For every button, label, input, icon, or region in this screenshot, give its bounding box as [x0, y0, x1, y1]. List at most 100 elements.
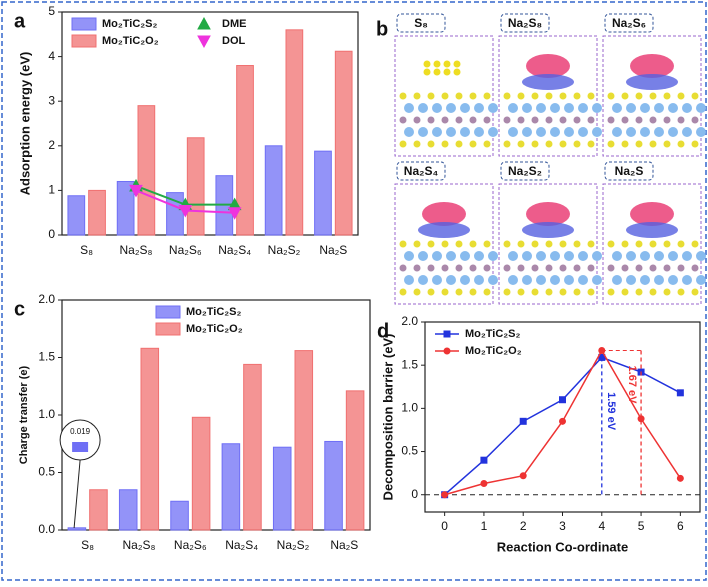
atom	[536, 251, 546, 261]
structure-label: Na₂S₄	[404, 164, 439, 178]
atom	[469, 92, 477, 100]
atom	[578, 103, 588, 113]
panel-letter: a	[14, 10, 26, 32]
atom	[621, 288, 629, 296]
atom	[404, 251, 414, 261]
atom	[626, 127, 636, 137]
legend-label: Mo₂TiC₂O₂	[465, 345, 522, 357]
bar	[170, 500, 189, 531]
atom	[649, 288, 657, 296]
atom	[404, 275, 414, 285]
x-tick-label: 6	[677, 519, 684, 533]
atom	[531, 288, 539, 296]
atom	[427, 264, 435, 272]
bar	[314, 150, 332, 236]
marker	[441, 491, 449, 499]
bar	[88, 189, 106, 236]
marker	[227, 207, 242, 220]
atom	[432, 251, 442, 261]
atom	[531, 92, 539, 100]
atom	[531, 140, 539, 148]
atom	[441, 264, 449, 272]
atom	[691, 288, 699, 296]
x-axis-title: Reaction Co-ordinate	[497, 539, 628, 554]
bar	[137, 105, 156, 236]
legend-swatch	[155, 322, 181, 336]
atom	[517, 288, 525, 296]
x-tick-label: 1	[481, 519, 488, 533]
atom	[607, 288, 615, 296]
atom	[564, 251, 574, 261]
atom	[469, 288, 477, 296]
atom	[587, 116, 595, 124]
atom	[587, 92, 595, 100]
atom	[455, 92, 463, 100]
atom	[460, 127, 470, 137]
atom	[427, 288, 435, 296]
atom	[654, 251, 664, 261]
marker	[519, 472, 527, 480]
atom	[696, 103, 706, 113]
marker	[129, 184, 143, 198]
x-tick-label: Na₂S₄	[225, 538, 258, 552]
atom	[649, 140, 657, 148]
atom	[573, 288, 581, 296]
atom	[474, 251, 484, 261]
structure-label: Na₂S₂	[508, 164, 542, 178]
atom	[626, 275, 636, 285]
legend-swatch	[71, 34, 97, 48]
atom	[635, 264, 643, 272]
atom	[517, 240, 525, 248]
x-tick-label: 0	[441, 519, 448, 533]
bar	[116, 180, 135, 236]
atom	[446, 103, 456, 113]
atom	[559, 140, 567, 148]
structure-label-box	[500, 13, 550, 33]
atom	[587, 240, 595, 248]
bar	[345, 390, 365, 531]
atom	[640, 127, 650, 137]
x-tick-label: Na₂S₈	[120, 243, 153, 257]
atom	[413, 92, 421, 100]
atom	[677, 140, 685, 148]
atom	[460, 275, 470, 285]
atom	[413, 116, 421, 124]
y-tick-label: 0.5	[38, 465, 55, 479]
atom	[559, 116, 567, 124]
atom	[488, 275, 498, 285]
atom	[545, 264, 553, 272]
y-tick-label: 1.5	[38, 350, 55, 364]
charge-blob	[526, 202, 570, 226]
y-axis-title: Decomposition barrier (eV)	[380, 334, 395, 501]
atom	[522, 103, 532, 113]
bar	[272, 446, 292, 531]
atom	[696, 127, 706, 137]
charge-blob	[630, 202, 674, 226]
atom	[446, 275, 456, 285]
atom	[677, 116, 685, 124]
atom	[621, 140, 629, 148]
atom	[635, 240, 643, 248]
atom	[413, 140, 421, 148]
atom	[663, 264, 671, 272]
atom	[399, 92, 407, 100]
atom	[503, 140, 511, 148]
charge-blob	[418, 222, 470, 238]
charge-blob	[522, 74, 574, 90]
legend-label: Mo₂TiC₂O₂	[186, 323, 243, 335]
atom	[503, 240, 511, 248]
atom	[649, 116, 657, 124]
atom	[677, 92, 685, 100]
y-tick-label: 1.0	[38, 407, 55, 421]
atom	[649, 264, 657, 272]
bar	[186, 137, 205, 236]
atom	[545, 288, 553, 296]
atom	[443, 60, 451, 68]
atom	[469, 140, 477, 148]
atom	[474, 103, 484, 113]
x-tick-label: 5	[638, 519, 645, 533]
atom	[677, 288, 685, 296]
atom	[508, 103, 518, 113]
marker	[559, 417, 566, 425]
y-tick-label: 4	[48, 49, 55, 63]
